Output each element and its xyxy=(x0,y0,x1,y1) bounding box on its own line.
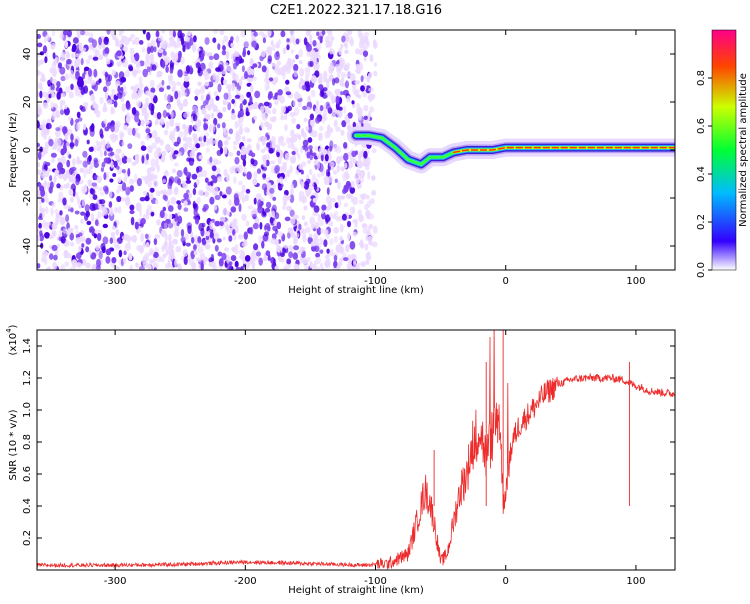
x-tick-label: -200 xyxy=(234,576,257,587)
y-tick-label: 40 xyxy=(22,48,33,61)
snr-panel: -300 -200 -100 0 100 0.2 0.4 0.6 0.8 1.0 1.2 1.4 H… xyxy=(5,324,676,596)
colorbar-tick-label: 0.8 xyxy=(696,70,707,86)
y-tick-label: 1.0 xyxy=(22,402,33,418)
x-tick-label: -200 xyxy=(234,276,257,287)
figure-title: C2E1.2022.321.17.18.G16 xyxy=(270,3,442,18)
spectrogram-panel: -300 -200 -100 0 100 40 20 0 -20 -40 Height of s… xyxy=(8,29,676,296)
snr-x-label: Height of straight line (km) xyxy=(288,585,424,596)
x-tick-label: -300 xyxy=(104,276,127,287)
colorbar-tick-label: 0.2 xyxy=(696,214,707,230)
colorbar-tick-label: 0.4 xyxy=(696,166,707,182)
spectrogram-signal xyxy=(347,126,675,174)
colorbar-tick-label: 0.6 xyxy=(696,118,707,134)
spectrogram-x-label: Height of straight line (km) xyxy=(288,285,424,296)
x-tick-label: 100 xyxy=(626,576,645,587)
y-tick-label: 0.8 xyxy=(22,434,33,450)
colorbar-tick-label: 0.0 xyxy=(696,262,707,278)
y-tick-label: 0.2 xyxy=(22,530,33,546)
y-tick-label: -40 xyxy=(22,238,33,254)
spectrogram-x-ticks: -300 -200 -100 0 100 xyxy=(104,30,645,287)
colorbar: 0.0 0.2 0.4 0.6 0.8 Normalized spectral ampl… xyxy=(696,29,749,278)
signal-peak-red xyxy=(452,146,675,154)
snr-x-ticks: -300 -200 -100 0 100 xyxy=(104,330,645,587)
spectrogram-noise xyxy=(37,30,378,270)
colorbar-label: Normalized spectral amplitude xyxy=(738,73,749,227)
x-tick-label: 0 xyxy=(503,576,509,587)
snr-y-ticks: 0.2 0.4 0.6 0.8 1.0 1.2 1.4 xyxy=(22,338,675,546)
snr-background xyxy=(37,330,675,570)
y-tick-label: 1.2 xyxy=(22,370,33,386)
spectrogram-y-label: Frequency (Hz) xyxy=(8,112,19,188)
x-tick-label: -300 xyxy=(104,576,127,587)
y-tick-label: 0.6 xyxy=(22,466,33,482)
x-tick-label: 0 xyxy=(503,276,509,287)
snr-y-label: SNR (10 * v/v) xyxy=(8,409,19,480)
snr-y-scale: (x104) xyxy=(5,324,19,355)
y-tick-label: 1.4 xyxy=(22,338,33,354)
colorbar-ticks: 0.0 0.2 0.4 0.6 0.8 xyxy=(696,70,712,278)
svg-text:(x104): (x104) xyxy=(5,324,19,355)
spectrogram-y-ticks: 40 20 0 -20 -40 xyxy=(22,48,675,254)
x-tick-label: 100 xyxy=(626,276,645,287)
y-tick-label: -20 xyxy=(22,190,33,206)
snr-y-scale-close: ) xyxy=(8,324,19,328)
snr-y-scale-exponent: 4 xyxy=(5,328,13,333)
snr-content xyxy=(37,330,675,570)
snr-series-line xyxy=(37,330,675,570)
snr-y-scale-text: (x10 xyxy=(8,333,19,356)
y-tick-label: 20 xyxy=(22,96,33,109)
snr-frame xyxy=(36,329,676,571)
y-tick-label: 0.4 xyxy=(22,498,33,514)
colorbar-gradient xyxy=(711,29,737,271)
x-tick-label: -100 xyxy=(364,276,387,287)
x-tick-label: -100 xyxy=(364,576,387,587)
spectrogram-content xyxy=(37,30,675,270)
y-tick-label: 0 xyxy=(22,147,33,153)
